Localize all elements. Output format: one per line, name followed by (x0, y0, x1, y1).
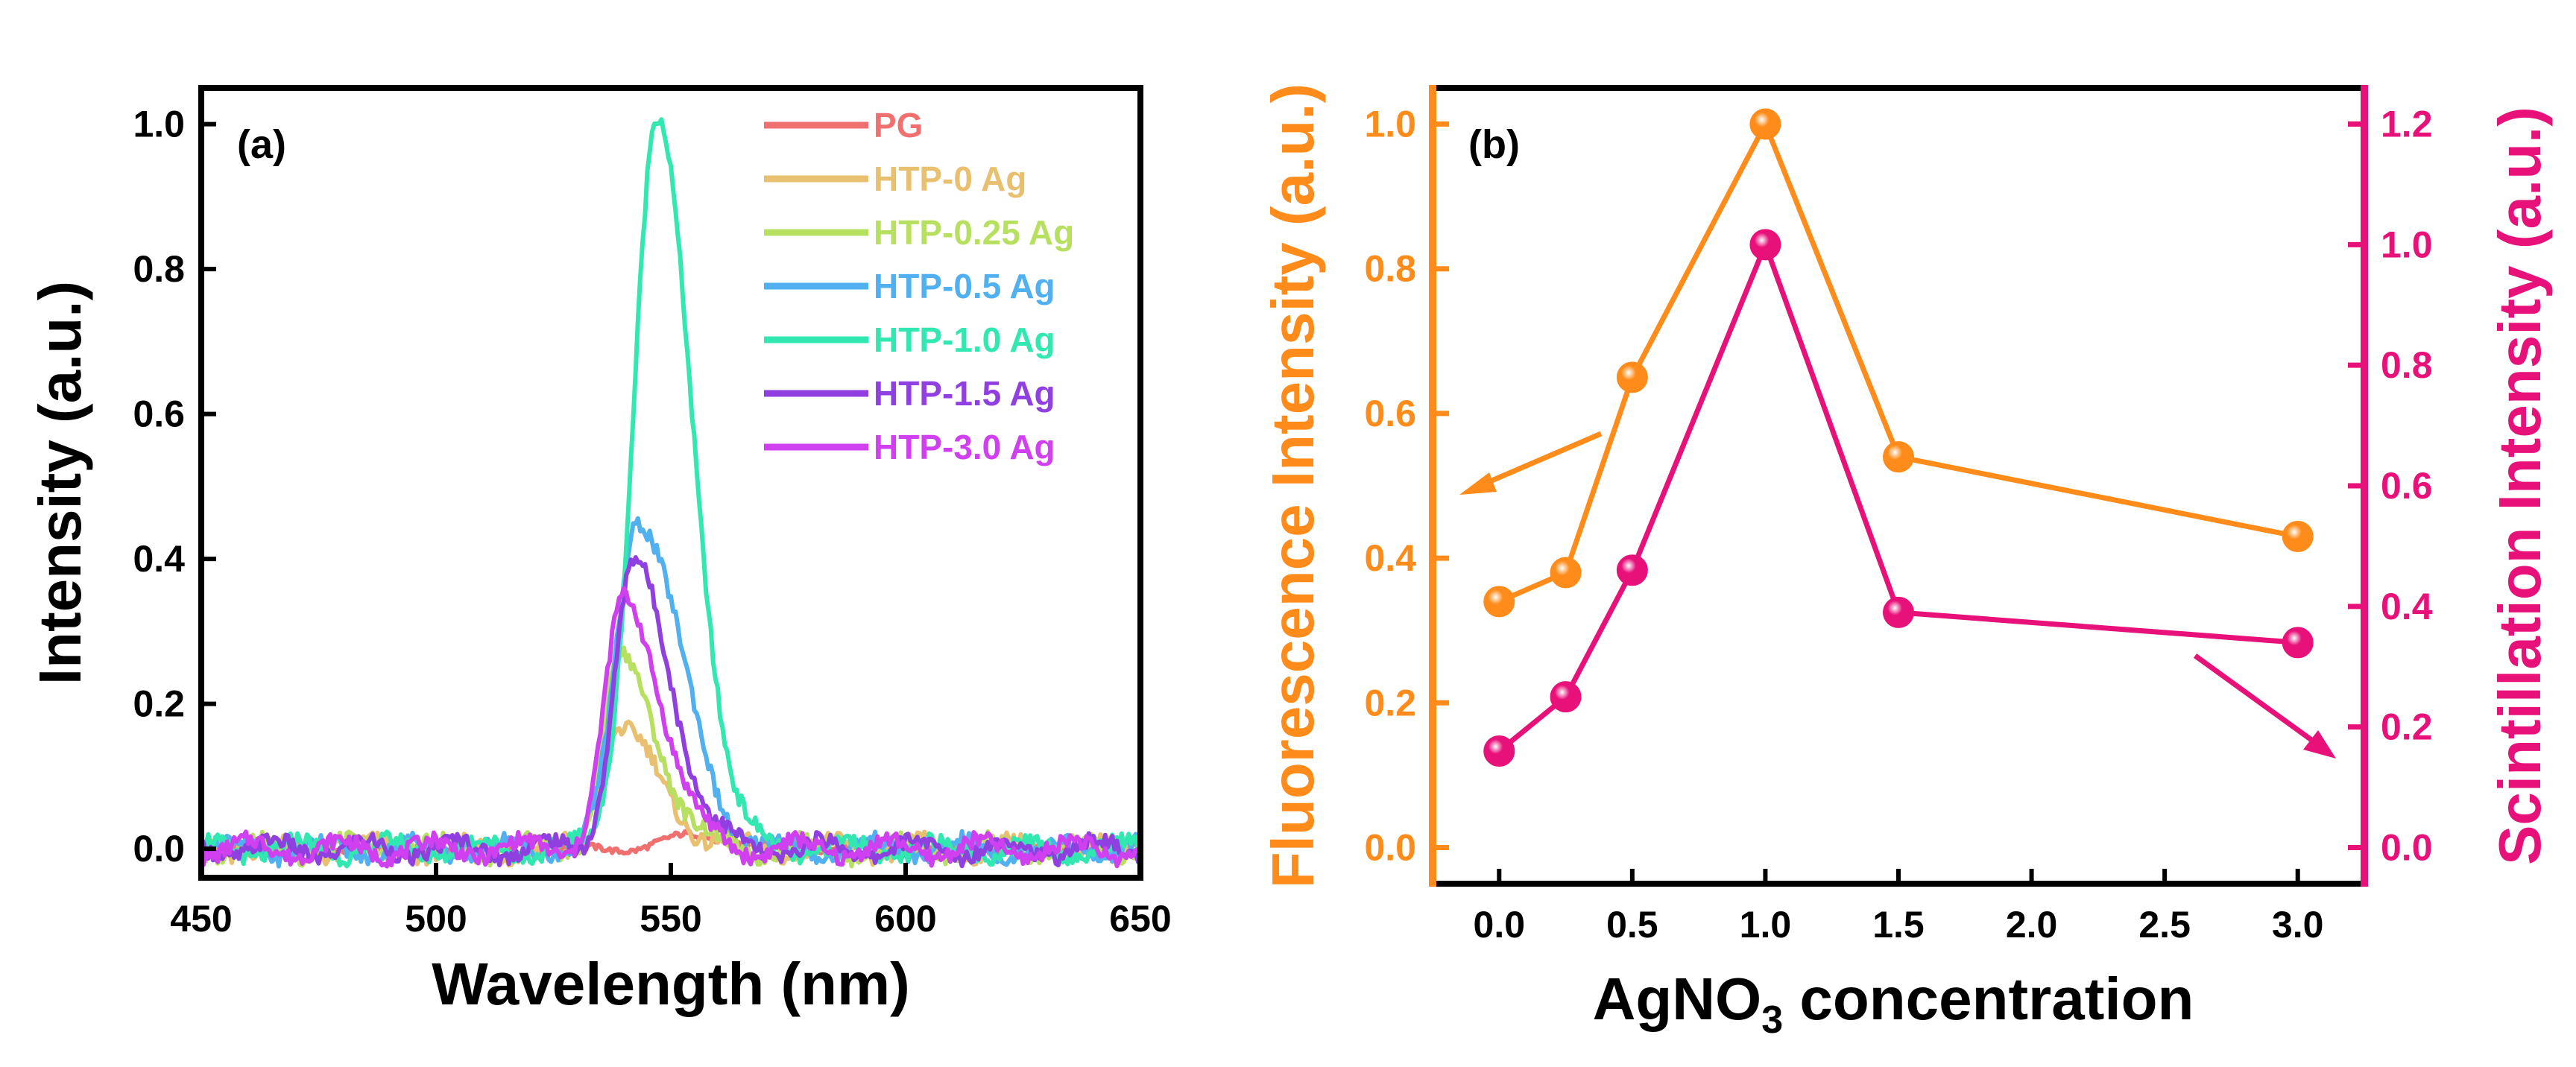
scintillation-point (2282, 627, 2314, 659)
panel-a-y-tick-label: 0.8 (133, 248, 185, 290)
panel-b-right-tick-label: 0.8 (2381, 344, 2433, 386)
panel-b-left-axis-title: Fluorescence Intensity (a.u.) (1260, 83, 1326, 888)
scintillation-axis-pointer-arrow (2193, 653, 2319, 746)
legend-label: HTP-1.0 Ag (874, 320, 1055, 359)
panel-a-x-ticks: 450 500 550 600 650 (170, 863, 1172, 940)
panel-b-right-axis-title: Scintillation Intensity (a.u.) (2487, 107, 2553, 865)
legend-label: PG (874, 106, 923, 145)
panel-a-x-tick-label: 450 (170, 898, 232, 940)
legend-label: HTP-0.5 Ag (874, 267, 1055, 305)
scintillation-line (1497, 241, 2298, 753)
legend-label: HTP-0 Ag (874, 159, 1026, 198)
panel-b-right-tick-label: 0.0 (2381, 826, 2433, 868)
panel-b-left-tick-label: 0.8 (1364, 248, 1416, 290)
panel-b-x-ticks: 0.0 0.5 1.0 1.5 2.0 2.5 3.0 (1474, 869, 2324, 946)
fluorescence-axis-pointer-arrow (1478, 431, 1603, 489)
scintillation-arrow-head (2303, 730, 2336, 759)
panel-a-y-tick-label: 1.0 (133, 104, 185, 145)
panel-a-x-tick-label: 650 (1109, 898, 1171, 940)
panel-a-spectra-chart: 450 500 550 600 650 0.0 0.2 0.4 0.6 0.8 1.0 (a) P… (27, 85, 1172, 1017)
panel-a-x-tick-label: 600 (874, 898, 936, 940)
panel-b-right-y-ticks: 0.0 0.2 0.4 0.6 0.8 1.0 1.2 (2348, 104, 2433, 868)
scintillation-point (1550, 681, 1582, 713)
panel-b-left-y-ticks: 0.0 0.2 0.4 0.6 0.8 1.0 (1364, 104, 1449, 868)
panel-b-x-tick-label: 2.0 (2006, 904, 2058, 946)
panel-b-x-tick-label: 1.5 (1872, 904, 1925, 946)
panel-a-x-axis-title: Wavelength (nm) (432, 951, 909, 1017)
panel-b-x-tick-label: 1.0 (1740, 904, 1792, 946)
panel-a-y-axis-title: Intensity (a.u.) (27, 281, 93, 685)
panel-b-right-tick-label: 1.2 (2381, 104, 2433, 145)
fluorescence-point (1749, 108, 1781, 140)
panel-a-label: (a) (237, 122, 286, 167)
panel-b-right-tick-label: 1.0 (2381, 224, 2433, 265)
legend-label: HTP-1.5 Ag (874, 374, 1055, 413)
panel-b-right-tick-label: 0.4 (2381, 586, 2433, 627)
panel-a-legend: PG HTP-0 Ag HTP-0.25 Ag HTP-0.5 Ag HTP-1.0 A… (764, 106, 1074, 466)
scintillation-point (1749, 229, 1781, 261)
spectrum-line-htp-0-5-ag (199, 516, 1143, 869)
panel-b-left-tick-label: 0.4 (1364, 537, 1416, 579)
panel-b-x-tick-label: 0.0 (1474, 904, 1526, 946)
fluorescence-line (1497, 121, 2299, 604)
panel-a-x-tick-label: 500 (405, 898, 467, 940)
panel-b-label: (b) (1468, 122, 1520, 167)
fluorescence-point (1883, 441, 1914, 473)
fluorescence-arrow-head (1459, 472, 1497, 495)
scintillation-point (1883, 596, 1914, 628)
panel-b-left-tick-label: 0.0 (1364, 826, 1416, 868)
scintillation-point (1616, 554, 1648, 586)
panel-b-right-tick-label: 0.6 (2381, 465, 2433, 507)
legend-label: HTP-3.0 Ag (874, 428, 1055, 466)
panel-a-y-tick-label: 0.0 (133, 828, 185, 870)
spectra-series-group (199, 117, 1143, 869)
intensity-series-group (1483, 108, 2314, 767)
panel-b-intensity-chart: 0.0 0.5 1.0 1.5 2.0 2.5 3.0 0.0 0.2 0.4 0.6 0.8 1.0… (1260, 83, 2553, 1042)
fluorescence-point (1550, 557, 1582, 589)
panel-a-plot-frame (198, 85, 1143, 881)
panel-a-y-ticks: 0.0 0.2 0.4 0.6 0.8 1.0 (133, 104, 216, 870)
fluorescence-point (1616, 361, 1648, 393)
scintillation-point (1483, 735, 1515, 767)
panel-b-x-tick-label: 2.5 (2138, 904, 2191, 946)
spectrum-line-htp-3-0-ag (201, 586, 1141, 869)
legend-label: HTP-0.25 Ag (874, 213, 1074, 252)
panel-a-y-tick-label: 0.2 (133, 683, 185, 725)
fluorescence-point (2282, 520, 2314, 552)
panel-b-x-axis-title: AgNO3 concentration (1593, 966, 2194, 1042)
panel-b-x-tick-label: 0.5 (1606, 904, 1658, 946)
panel-b-left-tick-label: 0.2 (1364, 682, 1416, 724)
panel-b-left-tick-label: 0.6 (1364, 393, 1416, 434)
fluorescence-point (1483, 586, 1515, 618)
panel-a-x-tick-label: 550 (640, 898, 701, 940)
panel-a-y-tick-label: 0.6 (133, 393, 185, 435)
panel-b-right-tick-label: 0.2 (2381, 706, 2433, 748)
panel-b-x-tick-label: 3.0 (2272, 904, 2324, 946)
panel-a-y-tick-label: 0.4 (133, 538, 185, 580)
panel-b-left-tick-label: 1.0 (1364, 104, 1416, 145)
